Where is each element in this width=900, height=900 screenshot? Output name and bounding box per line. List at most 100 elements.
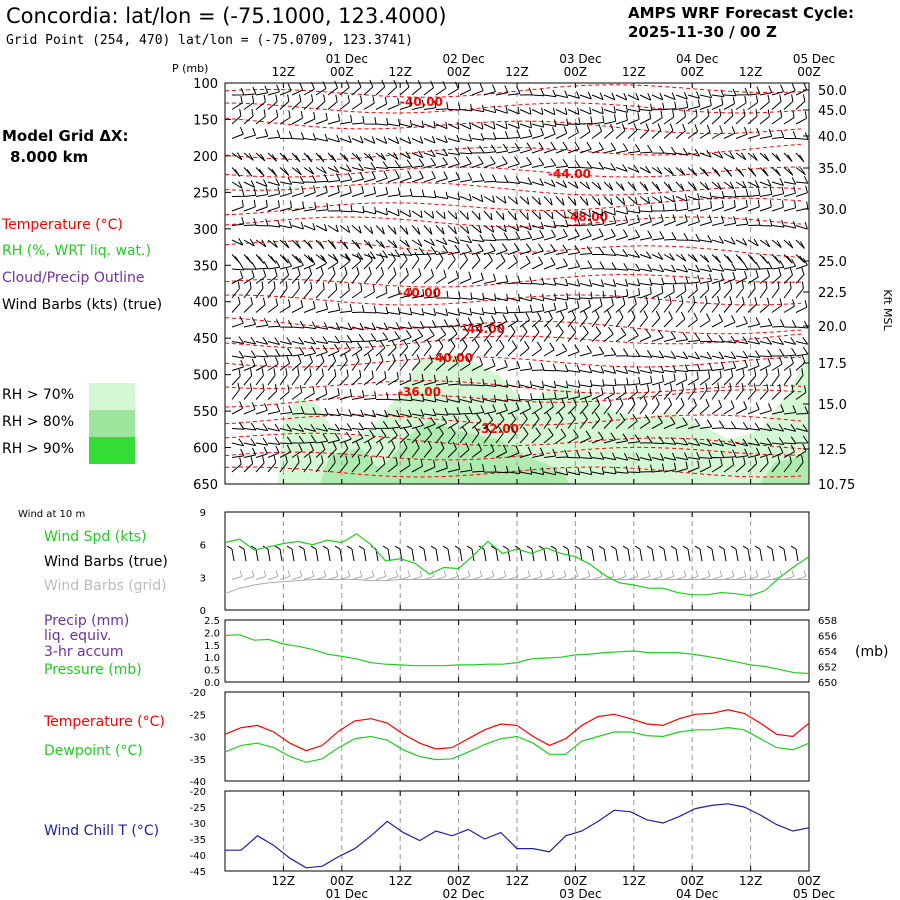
legend-pressure: Pressure (mb) [44,662,142,678]
altitude-tick-label: 45.0 [818,104,847,119]
wind-tick-label: 6 [200,541,206,552]
altitude-tick-label: 15.0 [818,398,847,413]
wind-barb-row [231,141,805,163]
pressure-tick-label: 450 [193,332,218,347]
isotherm-line [224,143,802,161]
isotherm-line [224,197,802,216]
isotherm-label: -44.00 [548,167,591,181]
altitude-tick-label: 20.0 [818,320,847,335]
isotherm-label: -44.00 [462,322,505,336]
isotherm-label: -40.00 [398,286,441,300]
pressure-tick-label: 150 [193,113,218,128]
wind-barb-row [231,382,807,403]
isotherm-line [224,102,802,114]
windchill-tick-label: -20 [190,787,206,798]
grid-wind-barbs [231,570,807,580]
grid-wind-speed-line [224,579,809,595]
altitude-tick-label: 35.0 [818,162,847,177]
top-hour-label: 00Z [447,65,471,79]
altitude-tick-label: 50.0 [818,84,847,99]
wind-tick-label: 9 [200,508,206,519]
pressure-tick-label: 350 [193,259,218,274]
isotherm-line [224,333,802,350]
legend-wind-speed: Wind Spd (kts) [44,529,147,545]
grid-point-label: Grid Point (254, 470) lat/lon = (-75.070… [6,33,413,48]
bottom-hour-label: 00Z [330,874,354,888]
isotherm-line [224,414,802,426]
model-grid-value: 8.000 km [10,148,89,166]
wind-barb-row [231,214,808,235]
pressure-tick-label: 550 [193,405,218,420]
isotherm-line [224,166,802,178]
pressure-tick-label: 400 [193,296,218,311]
wind-barb-row [231,368,804,389]
wind-barb-row [231,108,807,130]
wind-barb-row [231,170,809,192]
top-hour-label: 12Z [388,65,412,79]
wind-barb-row [231,440,807,461]
temp-tick-label: -20 [190,688,206,699]
top-day-label: 01 Dec [326,52,368,66]
altitude-tick-label: 12.5 [818,443,847,458]
top-hour-label: 00Z [330,65,354,79]
precip-tick-label: 2.0 [204,628,220,639]
wind-speed-line [224,533,810,597]
isotherm-line [224,356,802,368]
pressure-axis-title: P (mb) [172,62,208,75]
bottom-hour-label: 00Z [564,874,588,888]
legend-rh90: RH > 90% [2,441,75,457]
wind-barb-row [231,79,808,101]
wind-tick-label: 0 [200,606,206,617]
temp-tick-label: -35 [190,755,206,766]
wind-barb-row [231,281,804,302]
wind-barb-row [231,185,808,206]
wind-barb-row [231,156,806,177]
rh80-area [320,420,570,484]
legend-dewpoint: Dewpoint (°C) [44,743,143,759]
page-title: Concordia: lat/lon = (-75.1000, 123.4000… [6,4,447,28]
temperature-line [224,709,810,752]
top-day-label: 03 Dec [559,52,601,66]
top-day-label: 05 Dec [793,52,835,66]
top-day-label: 02 Dec [442,52,484,66]
true-wind-barbs [226,545,799,562]
isotherm-line [224,389,802,408]
legend-cloud: Cloud/Precip Outline [2,270,145,286]
isotherm-line [224,216,802,228]
legend-wind-barbs-grid: Wind Barbs (grid) [44,578,167,594]
pressure-tick-label: 250 [193,186,218,201]
top-day-label: 04 Dec [676,52,718,66]
isotherm-line [224,274,802,288]
windchill-tick-label: -30 [190,819,206,830]
bottom-hour-label: 12Z [388,874,412,888]
legend-wind-barbs-true: Wind Barbs (true) [44,554,168,570]
wind-panel-title: Wind at 10 m [18,509,86,520]
temp-tick-label: -30 [190,733,206,744]
pressure-line [224,634,810,675]
wind-barb-row [231,324,809,345]
windchill-tick-label: -40 [190,851,206,862]
legend-precip: Precip (mm) [44,613,130,629]
rh90-swatch [89,437,135,464]
wind-barb-row [231,243,806,264]
top-hour-label: 12Z [272,65,296,79]
isotherm-line [224,182,802,196]
isotherm-line [224,117,802,135]
bottom-day-label: 01 Dec [326,887,368,900]
legend-accum: 3-hr accum [44,644,124,660]
bottom-day-label: 04 Dec [676,887,718,900]
isotherm-line [224,446,801,461]
bottom-day-label: 02 Dec [442,887,484,900]
isotherm-line [224,84,802,98]
top-hour-label: 00Z [680,65,704,79]
legend-rh: RH (%, WRT liq. wat.) [2,243,151,259]
legend-wind-chill: Wind Chill T (°C) [44,823,160,839]
isotherm-label: -36.00 [398,385,441,399]
wind-barb-row [231,397,809,418]
precip-tick-label: 2.5 [204,616,220,627]
wind-barb-row [231,295,808,316]
pressure-tick-label: 300 [193,223,218,238]
bottom-day-label: 03 Dec [559,887,601,900]
wind-barb-row [231,251,808,273]
